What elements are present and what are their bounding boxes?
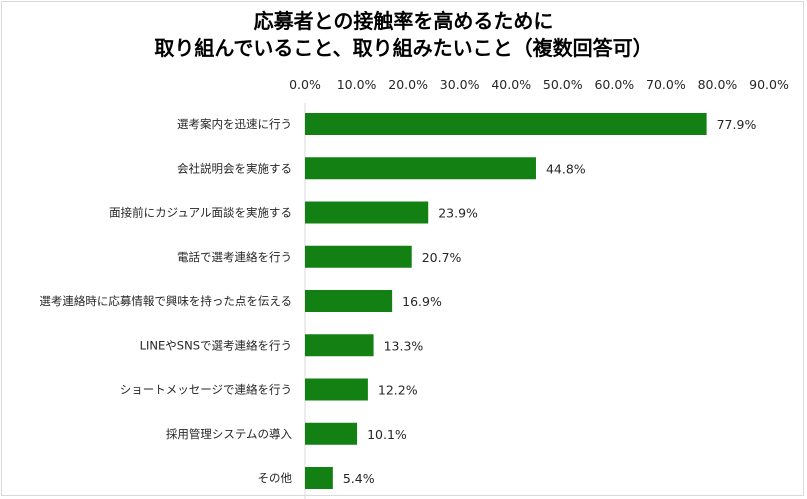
data-label: 12.2% (378, 383, 418, 398)
x-tick-label: 10.0% (337, 77, 377, 92)
bar (305, 334, 374, 357)
chart-title: 応募者との接触率を高めるために 取り組んでいること、取り組みたいこと（複数回答可… (0, 8, 807, 62)
category-label: 選考案内を迅速に行う (177, 117, 292, 131)
x-tick-label: 40.0% (491, 77, 531, 92)
chart-title-line-2: 取り組んでいること、取り組みたいこと（複数回答可） (154, 36, 653, 60)
category-label: 電話で選考連絡を行う (177, 250, 292, 264)
data-label: 20.7% (422, 250, 462, 265)
bar (305, 378, 368, 401)
x-tick-label: 90.0% (749, 77, 789, 92)
data-label: 10.1% (367, 427, 407, 442)
bar (305, 157, 536, 180)
data-label: 13.3% (384, 338, 424, 353)
category-label: 採用管理システムの導入 (166, 427, 293, 441)
x-tick-label: 30.0% (440, 77, 480, 92)
data-label: 16.9% (402, 294, 442, 309)
category-label: 面接前にカジュアル面談を実施する (109, 206, 292, 220)
category-label: その他 (258, 471, 293, 485)
bar (305, 290, 393, 312)
x-tick-label: 80.0% (698, 77, 738, 92)
data-label: 23.9% (438, 206, 478, 221)
x-tick-label: 0.0% (289, 77, 321, 92)
x-tick-label: 20.0% (388, 77, 428, 92)
category-label: LINEやSNSで選考連絡を行う (140, 338, 292, 352)
bar (305, 201, 429, 224)
bar (305, 422, 358, 445)
bar (305, 245, 412, 268)
bar (305, 113, 707, 135)
category-label: ショートメッセージで連絡を行う (120, 383, 292, 397)
x-tick-label: 70.0% (646, 77, 686, 92)
x-tick-label: 50.0% (543, 77, 583, 92)
category-label: 会社説明会を実施する (177, 161, 292, 175)
bar (305, 467, 333, 489)
chart-title-line-1: 応募者との接触率を高めるために (253, 9, 554, 33)
data-label: 77.9% (717, 117, 757, 132)
data-label: 44.8% (546, 161, 586, 176)
x-tick-label: 60.0% (594, 77, 634, 92)
category-label: 選考連絡時に応募情報で興味を持った点を伝える (39, 294, 292, 308)
data-label: 5.4% (343, 471, 375, 486)
